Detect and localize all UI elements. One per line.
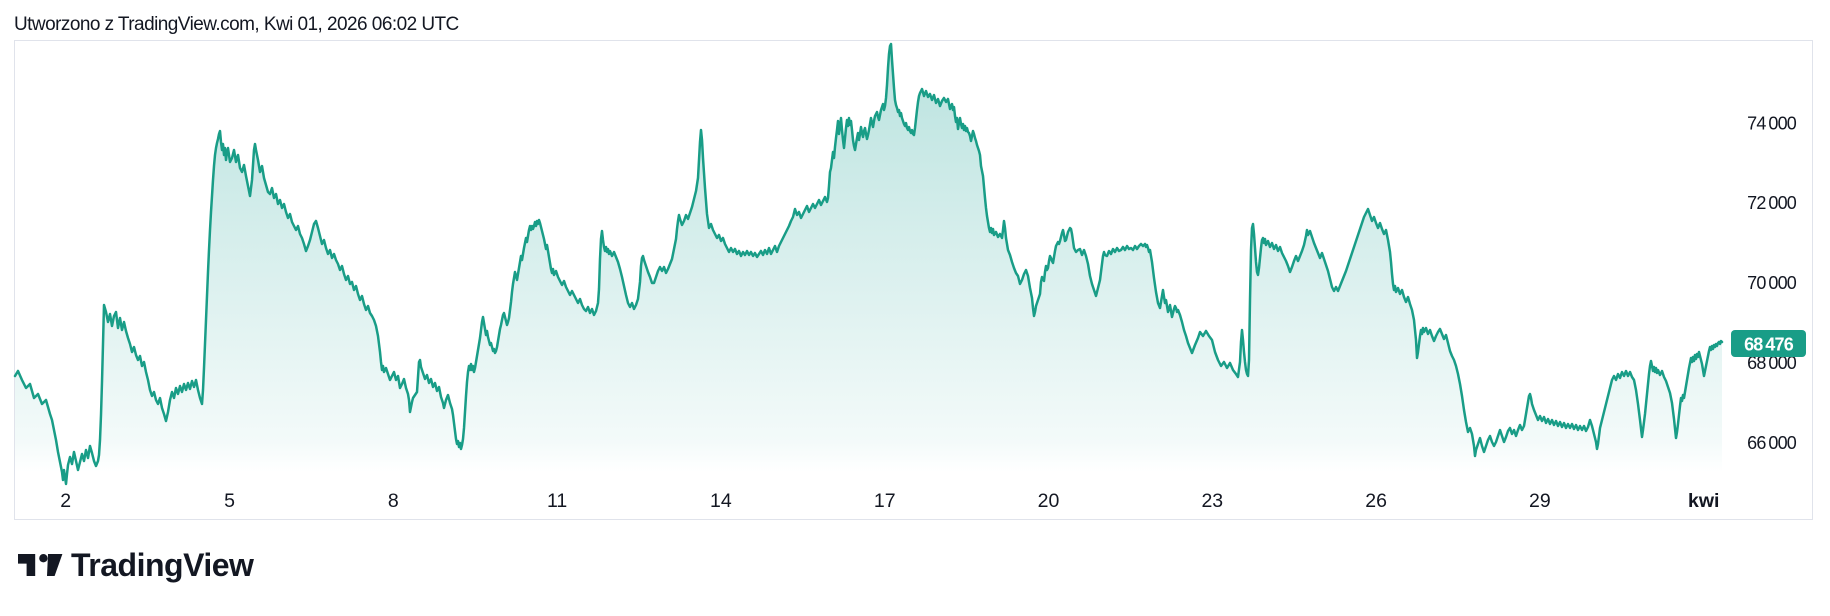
- svg-text:70 000: 70 000: [1747, 273, 1797, 293]
- svg-text:17: 17: [874, 490, 896, 512]
- svg-text:68 000: 68 000: [1747, 353, 1797, 373]
- svg-text:26: 26: [1365, 490, 1387, 512]
- svg-text:20: 20: [1038, 490, 1060, 512]
- svg-text:68 476: 68 476: [1744, 335, 1794, 355]
- svg-text:14: 14: [710, 490, 732, 512]
- svg-text:29: 29: [1529, 490, 1551, 512]
- svg-text:5: 5: [224, 490, 235, 512]
- svg-text:72 000: 72 000: [1747, 193, 1797, 213]
- svg-text:11: 11: [547, 490, 567, 512]
- svg-text:8: 8: [388, 490, 399, 512]
- svg-text:74 000: 74 000: [1747, 113, 1797, 133]
- svg-text:23: 23: [1201, 490, 1223, 512]
- svg-text:TradingView: TradingView: [71, 547, 254, 583]
- svg-text:66 000: 66 000: [1747, 433, 1797, 453]
- svg-text:Utworzono z TradingView.com, K: Utworzono z TradingView.com, Kwi 01, 202…: [14, 14, 459, 35]
- svg-text:2: 2: [60, 490, 71, 512]
- svg-text:kwi: kwi: [1688, 490, 1719, 512]
